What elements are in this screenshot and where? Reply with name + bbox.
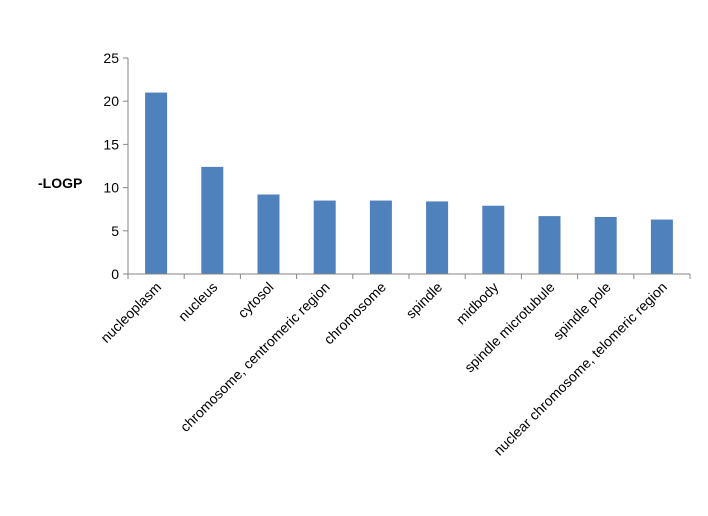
x-axis xyxy=(127,273,691,279)
bar xyxy=(201,166,224,274)
y-tick-labels: 0 5 10 15 20 25 xyxy=(103,50,119,282)
bars xyxy=(145,92,673,274)
y-tick-label: 20 xyxy=(103,93,119,109)
y-tick-label: 15 xyxy=(103,136,119,152)
x-tick-label: spindle xyxy=(403,279,446,322)
bar xyxy=(145,92,168,274)
x-tick-label: nucleoplasm xyxy=(97,279,164,346)
bar xyxy=(257,194,280,274)
bar xyxy=(313,200,336,274)
y-tick-label: 5 xyxy=(111,223,119,239)
bar xyxy=(650,219,673,274)
y-tick-label: 10 xyxy=(103,180,119,196)
x-tick-label: midbody xyxy=(453,279,502,328)
y-axis xyxy=(123,57,129,275)
bar xyxy=(538,216,561,274)
y-tick-label: 0 xyxy=(111,266,119,282)
bar xyxy=(594,216,617,274)
bar xyxy=(426,201,449,274)
x-tick-label: nucleus xyxy=(175,279,220,324)
bar xyxy=(369,200,392,274)
y-axis-label: -LOGP xyxy=(38,175,82,191)
x-tick-label: cytosol xyxy=(234,279,276,321)
bar xyxy=(482,205,505,274)
y-tick-label: 25 xyxy=(103,50,119,66)
